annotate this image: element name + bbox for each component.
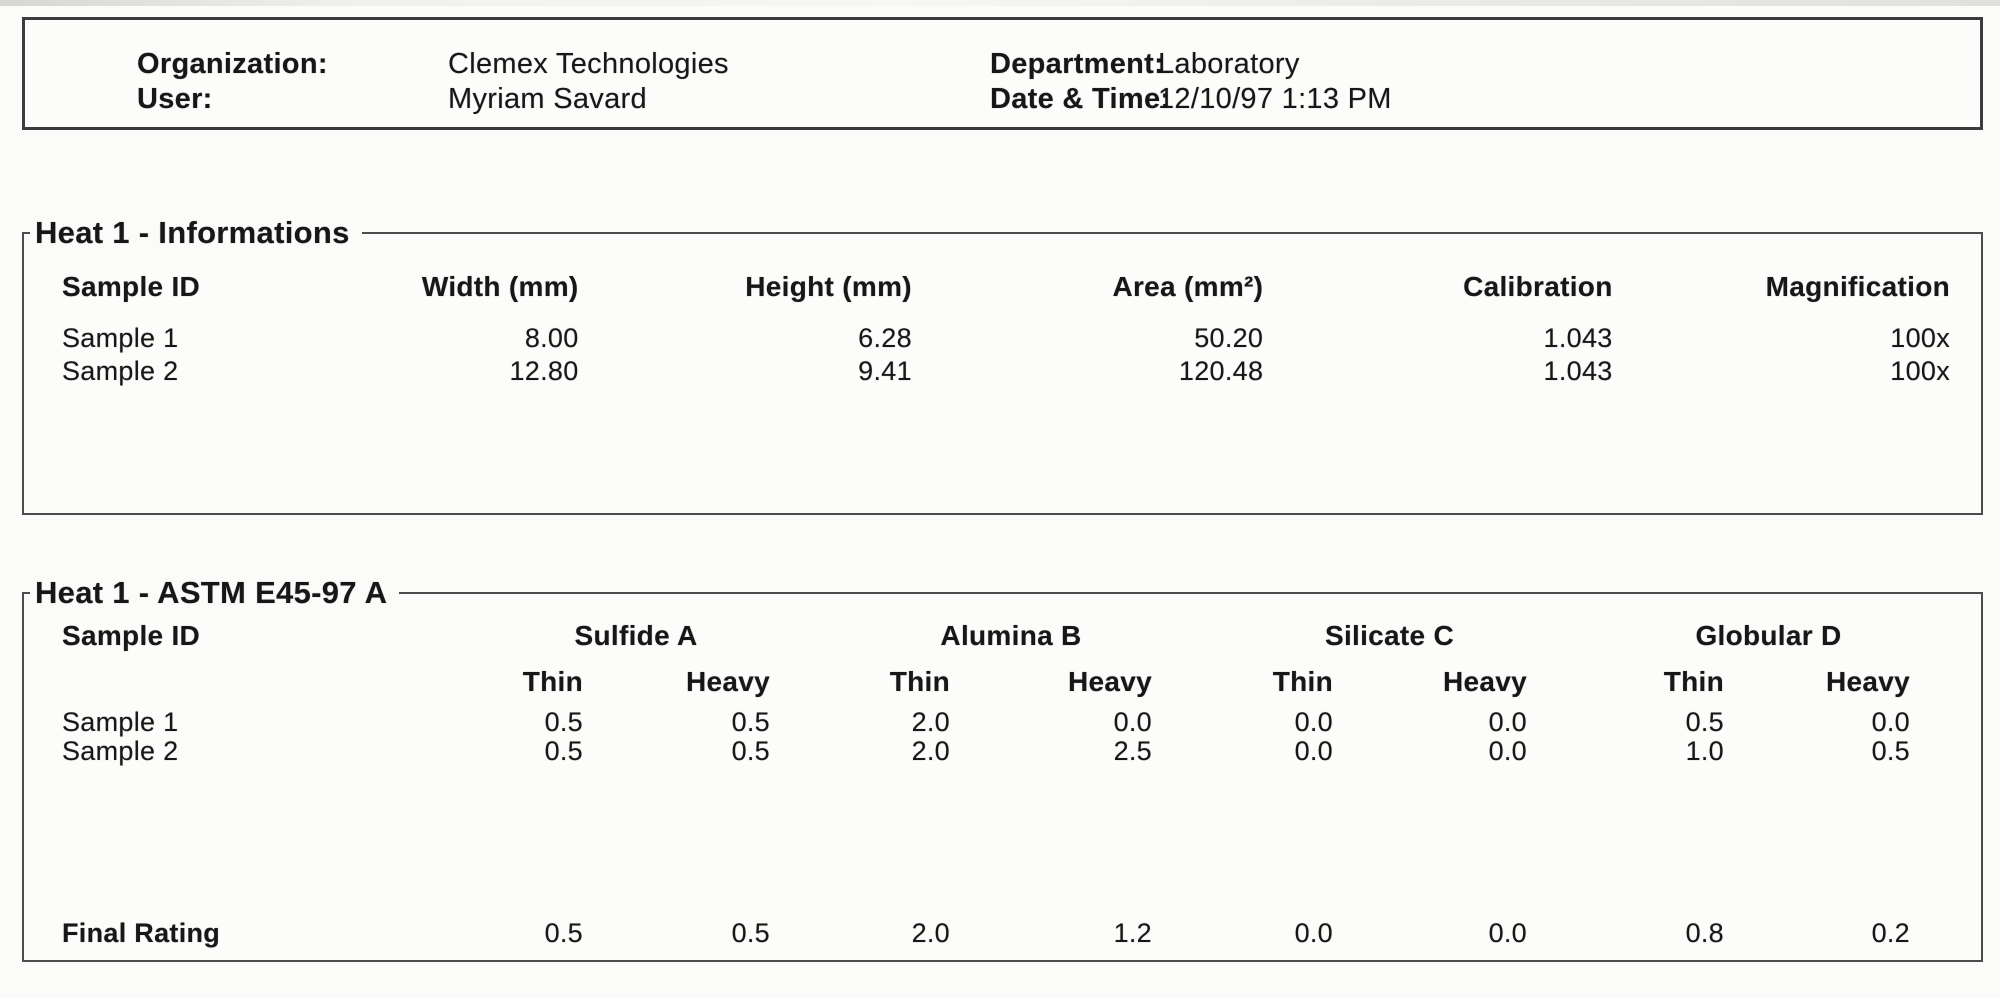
cell-silicate-heavy: 0.0: [1488, 736, 1527, 766]
empty-cell: [24, 666, 402, 704]
cell-alumina-thin: 2.0: [911, 736, 950, 766]
cell-height: 6.28: [858, 323, 912, 353]
cell-sulfide-heavy: 0.5: [731, 707, 770, 737]
cell-sample-id: Sample 2: [62, 356, 179, 386]
header-left-labels: Organization: User:: [137, 47, 328, 117]
col-sample-id: Sample ID: [62, 271, 201, 302]
cell-calibration: 1.043: [1543, 356, 1613, 386]
department-value: Laboratory: [1158, 48, 1300, 80]
subcol-heavy: Heavy: [1442, 666, 1527, 697]
astm-groupbox: Heat 1 - ASTM E45-97 A Sample ID Sulfide…: [22, 576, 1983, 962]
cell-alumina-heavy: 0.0: [1113, 707, 1152, 737]
cell-area: 120.48: [1178, 356, 1264, 386]
organization-label: Organization:: [137, 48, 328, 80]
cell-calibration: 1.043: [1543, 323, 1613, 353]
cell-silicate-heavy: 0.0: [1488, 707, 1527, 737]
cell-magnification: 100x: [1890, 323, 1950, 353]
user-value: Myriam Savard: [448, 83, 647, 115]
group-sulfide-a: Sulfide A: [574, 620, 698, 651]
cell-silicate-thin: 0.0: [1294, 707, 1333, 737]
col-area: Area (mm²): [1112, 271, 1264, 302]
final-rating-row: Final Rating 0.5 0.5 2.0 1.2 0.0 0.0 0.8…: [24, 918, 1910, 948]
cell-sulfide-thin: 0.5: [544, 736, 583, 766]
informations-groupbox: Heat 1 - Informations Sample ID Width (m…: [22, 216, 1983, 515]
table-row-sample-2: Sample 2 0.5 0.5 2.0 2.5 0.0 0.0 1.0 0.5: [24, 737, 1910, 766]
cell-globular-thin: 1.0: [1685, 736, 1724, 766]
group-silicate-c: Silicate C: [1324, 620, 1455, 651]
cell-sulfide-heavy: 0.5: [731, 736, 770, 766]
cell-globular-thin: 0.8: [1685, 918, 1724, 948]
subcol-thin: Thin: [1663, 666, 1724, 697]
spacer-row: [24, 304, 1950, 322]
cell-height: 9.41: [858, 356, 912, 386]
cell-alumina-heavy: 2.5: [1113, 736, 1152, 766]
cell-sulfide-thin: 0.5: [544, 707, 583, 737]
col-width: Width (mm): [421, 271, 579, 302]
astm-group-header-row: Sample ID Sulfide A Alumina B Silicate C…: [24, 620, 1910, 666]
subcol-heavy: Heavy: [1825, 666, 1910, 697]
cell-sulfide-heavy: 0.5: [731, 918, 770, 948]
subcol-heavy: Heavy: [1067, 666, 1152, 697]
cell-sample-id: Sample 2: [62, 736, 179, 766]
department-label: Department:: [990, 48, 1165, 80]
col-magnification: Magnification: [1765, 271, 1950, 302]
cell-sample-id: Sample 1: [62, 707, 179, 737]
informations-header-row: Sample ID Width (mm) Height (mm) Area (m…: [24, 270, 1950, 304]
cell-alumina-thin: 2.0: [911, 918, 950, 948]
final-rating-label: Final Rating: [62, 918, 221, 948]
datetime-value: 12/10/97 1:13 PM: [1158, 83, 1392, 115]
astm-title: Heat 1 - ASTM E45-97 A: [30, 576, 400, 609]
cell-sample-id: Sample 1: [62, 323, 179, 353]
cell-sulfide-thin: 0.5: [544, 918, 583, 948]
spacer-row: [24, 766, 1910, 918]
subcol-thin: Thin: [1272, 666, 1333, 697]
informations-table: Sample ID Width (mm) Height (mm) Area (m…: [24, 270, 1950, 388]
subcol-thin: Thin: [889, 666, 950, 697]
cell-silicate-heavy: 0.0: [1488, 918, 1527, 948]
cell-silicate-thin: 0.0: [1294, 918, 1333, 948]
cell-width: 8.00: [524, 323, 579, 353]
table-row-sample-1: Sample 1 8.00 6.28 50.20 1.043 100x: [24, 322, 1950, 355]
cell-width: 12.80: [509, 356, 579, 386]
scan-edge-artifact: [0, 0, 2000, 6]
astm-table: Sample ID Sulfide A Alumina B Silicate C…: [24, 620, 1910, 948]
subcol-heavy: Heavy: [685, 666, 770, 697]
cell-globular-heavy: 0.5: [1871, 736, 1910, 766]
col-calibration: Calibration: [1463, 271, 1613, 302]
cell-magnification: 100x: [1890, 356, 1950, 386]
cell-alumina-thin: 2.0: [911, 707, 950, 737]
user-label: User:: [137, 83, 213, 115]
cell-globular-thin: 0.5: [1685, 707, 1724, 737]
col-height: Height (mm): [745, 271, 912, 302]
header-right-values: Laboratory 12/10/97 1:13 PM: [1158, 47, 1392, 117]
informations-title: Heat 1 - Informations: [30, 216, 362, 249]
col-sample-id: Sample ID: [62, 620, 201, 651]
cell-globular-heavy: 0.2: [1871, 918, 1910, 948]
group-alumina-b: Alumina B: [940, 620, 1082, 651]
astm-subheader-row: Thin Heavy Thin Heavy Thin Heavy Thin He…: [24, 666, 1910, 704]
header-left-values: Clemex Technologies Myriam Savard: [448, 47, 729, 117]
header-right-labels: Department: Date & Time:: [990, 47, 1170, 117]
datetime-label: Date & Time:: [990, 83, 1171, 115]
organization-value: Clemex Technologies: [448, 48, 729, 80]
report-header-box: Organization: User: Clemex Technologies …: [22, 17, 1983, 130]
table-row-sample-1: Sample 1 0.5 0.5 2.0 0.0 0.0 0.0 0.5 0.0: [24, 708, 1910, 737]
subcol-thin: Thin: [522, 666, 583, 697]
cell-area: 50.20: [1194, 323, 1264, 353]
cell-alumina-heavy: 1.2: [1113, 918, 1152, 948]
cell-silicate-thin: 0.0: [1294, 736, 1333, 766]
table-row-sample-2: Sample 2 12.80 9.41 120.48 1.043 100x: [24, 355, 1950, 388]
group-globular-d: Globular D: [1695, 620, 1842, 651]
cell-globular-heavy: 0.0: [1871, 707, 1910, 737]
